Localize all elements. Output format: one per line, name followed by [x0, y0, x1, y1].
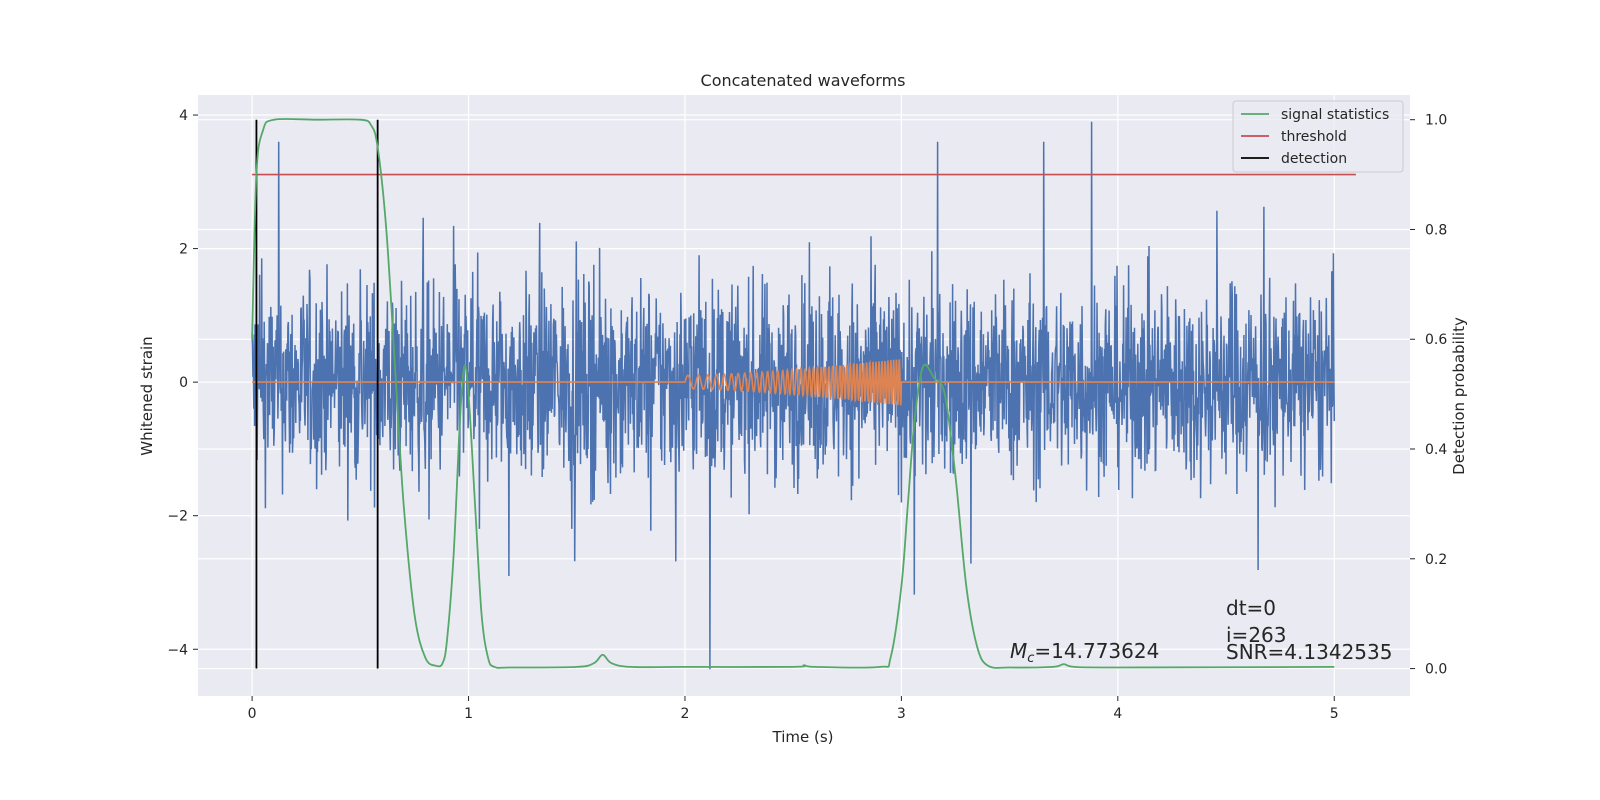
y-axis-right-title: Detection probability	[1450, 317, 1468, 475]
annotation-snr: SNR=4.1342535	[1226, 640, 1392, 664]
y-axis-title: Whitened strain	[138, 336, 156, 455]
x-tick-label: 1	[464, 706, 473, 722]
y-right-tick-label: 0.4	[1425, 442, 1447, 458]
x-axis-title: Time (s)	[772, 728, 834, 746]
y-right-tick-label: 0.2	[1425, 552, 1447, 568]
y-tick-label: −2	[167, 509, 188, 525]
x-tick-label: 5	[1330, 706, 1339, 722]
y-tick-label: 2	[179, 242, 188, 258]
x-tick-label: 3	[897, 706, 906, 722]
y-tick-label: −4	[167, 642, 188, 658]
y-tick-label: 4	[179, 108, 188, 124]
injected-waveform-line	[252, 359, 1335, 406]
annotation-dt: dt=0	[1226, 596, 1276, 620]
annotation-index: i=263	[1226, 623, 1287, 647]
ticks-layer: 0 1 2 3 4 5 −4 −2 0 2 4 0.0 0.2 0.4 0.6 0.8 1.0	[167, 108, 1447, 722]
series-layer	[251, 118, 1356, 670]
x-tick-label: 4	[1113, 706, 1122, 722]
legend-label-threshold: threshold	[1281, 129, 1347, 145]
y-right-tick-label: 0.6	[1425, 332, 1447, 348]
y-tick-label: 0	[179, 375, 188, 391]
legend-label-signal-statistics: signal statistics	[1281, 107, 1389, 123]
x-tick-label: 0	[248, 706, 257, 722]
legend: signal statistics threshold detection	[1232, 100, 1404, 173]
x-tick-label: 2	[681, 706, 690, 722]
legend-box	[1232, 100, 1404, 173]
y-right-tick-label: 0.0	[1425, 662, 1447, 678]
y-right-tick-label: 0.8	[1425, 222, 1447, 238]
signal-statistics-line	[251, 118, 1335, 669]
chart-title: Concatenated waveforms	[701, 71, 906, 90]
annotation-chirp-mass: Mc=14.773624	[1010, 639, 1159, 666]
y-right-tick-label: 1.0	[1425, 113, 1447, 129]
annotations: Mc=14.773624 dt=0 i=263 SNR=4.1342535	[1010, 596, 1392, 666]
legend-label-detection: detection	[1281, 151, 1347, 167]
